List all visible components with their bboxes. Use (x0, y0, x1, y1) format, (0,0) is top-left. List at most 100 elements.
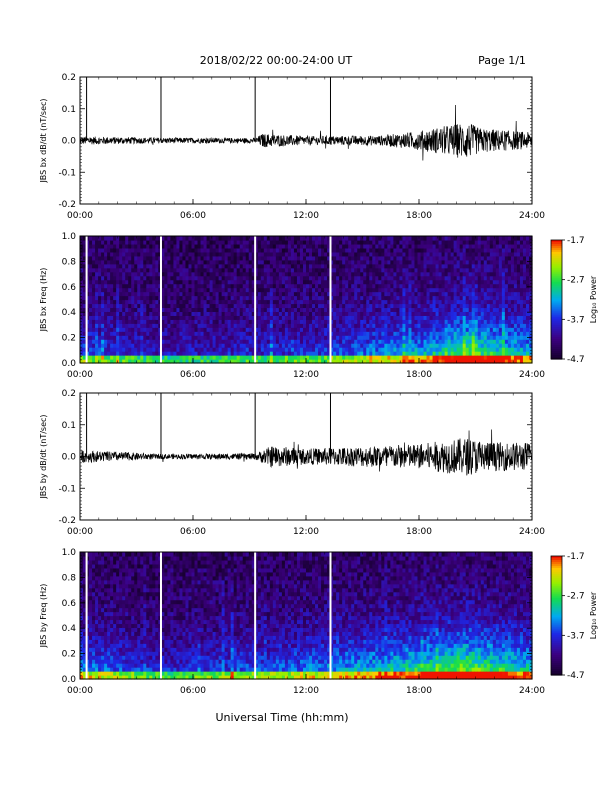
spectrogram-cell (336, 335, 340, 340)
spectrogram-cell (354, 287, 358, 293)
spectrogram-cell (215, 339, 220, 344)
spectrogram-cell (80, 307, 84, 313)
spectrogram-cell (251, 323, 256, 328)
spectrogram-cell (152, 299, 156, 305)
spectrogram-cell (378, 355, 382, 360)
spectrogram-cell (284, 339, 289, 344)
spectrogram-cell (239, 359, 244, 364)
spectrogram-cell (399, 283, 404, 289)
spectrogram-cell (408, 331, 413, 336)
spectrogram-cell (266, 303, 271, 309)
spectrogram-cell (522, 359, 527, 364)
spectrogram-cell (519, 307, 524, 313)
spectrogram-cell (423, 236, 428, 241)
spectrogram-cell (125, 355, 129, 360)
spectrogram-cell (387, 359, 391, 364)
spectrogram-cell (396, 279, 401, 285)
spectrogram-cell (248, 359, 253, 364)
spectrogram-cell (203, 355, 208, 360)
spectrogram-cell (104, 259, 108, 265)
spectrogram-cell (302, 263, 307, 269)
spectrogram-cell (113, 243, 117, 249)
spectrogram-cell (251, 359, 256, 364)
spectrogram-cell (119, 359, 123, 364)
spectrogram-cell (354, 259, 358, 265)
spectrogram-cell (92, 351, 96, 356)
spectrogram-cell (441, 319, 446, 324)
spectrogram-cell (266, 339, 271, 344)
spectrogram-cell (293, 255, 298, 261)
spectrogram-cell (176, 255, 181, 261)
spectrogram-cell (378, 283, 382, 289)
spectrogram-cell (438, 267, 443, 273)
spectrogram-cell (182, 343, 187, 348)
spectrogram-cell (122, 307, 126, 313)
spectrogram-cell (339, 335, 343, 340)
spectrogram-cell (306, 311, 310, 316)
spectrogram-cell (197, 283, 202, 289)
spectrogram-cell (360, 236, 364, 241)
spectrogram-cell (360, 307, 364, 313)
spectrogram-cell (498, 255, 503, 261)
spectrogram-cell (510, 291, 515, 297)
spectrogram-cell (480, 291, 485, 297)
spectrogram-cell (113, 283, 117, 289)
spectrogram-cell (98, 279, 102, 285)
spectrogram-cell (408, 343, 413, 348)
spectrogram-cell (483, 275, 488, 281)
spectrogram-cell (245, 263, 250, 269)
spectrogram-cell (345, 327, 349, 332)
spectrogram-cell (176, 315, 181, 320)
spectrogram-cell (414, 255, 419, 261)
spectrogram-cell (447, 351, 452, 356)
spectrogram-cell (363, 236, 367, 241)
spectrogram-cell (206, 239, 211, 245)
spectrogram-cell (149, 343, 153, 348)
spectrogram-cell (426, 287, 431, 293)
spectrogram-cell (215, 303, 220, 309)
spectrogram-cell (501, 267, 506, 273)
spectrogram-cell (293, 307, 298, 313)
spectrogram-cell (318, 287, 322, 293)
spectrogram-cell (309, 247, 313, 253)
spectrogram-cell (131, 236, 135, 241)
spectrogram-cell (447, 303, 452, 309)
spectrogram-cell (113, 267, 117, 273)
spectrogram-cell (227, 347, 232, 352)
spectrogram-cell (143, 355, 147, 360)
spectrogram-cell (453, 263, 458, 269)
colorbar-swatch (551, 263, 562, 267)
spectrogram-cell (429, 239, 434, 245)
spectrogram-cell (501, 331, 506, 336)
spectrogram-cell (284, 303, 289, 309)
spectrogram-cell (185, 327, 190, 332)
spectrogram-cell (501, 247, 506, 253)
spectrogram-cell (275, 331, 280, 336)
spectrogram-cell (414, 359, 419, 364)
spectrogram-cell (435, 347, 440, 352)
spectrogram-cell (287, 251, 292, 257)
spectrogram-cell (504, 355, 509, 360)
spectrogram-cell (345, 271, 349, 277)
spectrogram-cell (164, 279, 168, 285)
spectrogram-cell (116, 287, 120, 293)
spectrogram-cell (245, 236, 250, 241)
spectrogram-cell (107, 331, 111, 336)
spectrogram-cell (450, 303, 455, 309)
spectrogram-cell (333, 295, 337, 301)
spectrogram-cell (423, 279, 428, 285)
spectrogram-cell (456, 311, 461, 316)
spectrogram-cell (375, 323, 379, 328)
spectrogram-cell (269, 339, 274, 344)
spectrogram-cell (333, 287, 337, 293)
spectrogram-cell (140, 299, 144, 305)
spectrogram-cell (402, 311, 407, 316)
spectrogram-cell (342, 275, 346, 281)
spectrogram-cell (302, 315, 307, 320)
spectrogram-cell (417, 295, 422, 301)
spectrogram-cell (519, 283, 524, 289)
spectrogram-cell (330, 331, 334, 336)
spectrogram-cell (86, 295, 90, 301)
spectrogram-cell (296, 327, 301, 332)
spectrogram-cell (465, 331, 470, 336)
